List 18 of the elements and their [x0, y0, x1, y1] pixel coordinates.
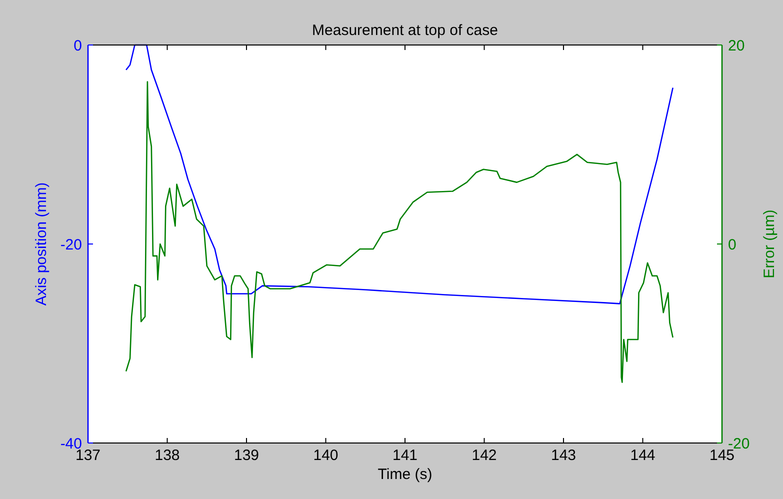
x-tick-label: 140: [313, 447, 338, 464]
y2-axis-title: Error (µm): [761, 210, 778, 278]
x-tick-label: 137: [75, 447, 101, 464]
y-axis-title: Axis position (mm): [33, 182, 50, 306]
y2-tick-label: 20: [728, 37, 745, 54]
line-series: [125, 81, 674, 383]
x-tick-label: 142: [472, 447, 497, 464]
x-tick-label: 141: [392, 447, 418, 464]
x-tick-label: 138: [154, 447, 180, 464]
x-tick-label: 139: [234, 447, 260, 464]
x-tick-label: 144: [630, 447, 656, 464]
y2-tick-label: 0: [728, 236, 736, 254]
y-tick-label: 0: [74, 37, 82, 54]
x-tick-label: 143: [550, 447, 576, 464]
line-series: [125, 44, 674, 304]
y-tick-label: -20: [60, 236, 82, 254]
chart-title: Measurement at top of case: [312, 22, 498, 39]
x-axis-title: Time (s): [378, 466, 432, 483]
